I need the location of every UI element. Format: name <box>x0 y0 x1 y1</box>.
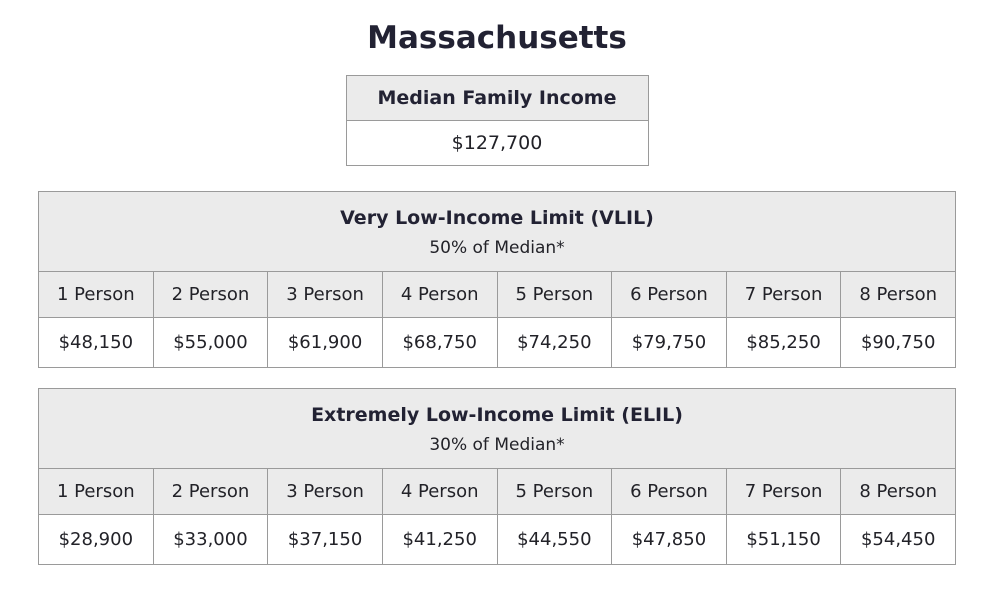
column-header: 8 Person <box>840 271 956 319</box>
value-cell: $55,000 <box>152 317 269 369</box>
value-cell: $28,900 <box>38 514 154 566</box>
value-cell: $54,450 <box>840 514 956 566</box>
column-header: 2 Person <box>152 271 269 319</box>
column-header: 8 Person <box>840 468 956 516</box>
median-income-header: Median Family Income <box>345 75 649 121</box>
median-family-income-table: Median Family Income $127,700 <box>345 75 649 166</box>
elil-title: Extremely Low-Income Limit (ELIL) <box>311 404 683 427</box>
column-header: 5 Person <box>496 271 613 319</box>
column-header: 1 Person <box>38 271 154 319</box>
table-row: Very Low-Income Limit (VLIL) 50% of Medi… <box>38 190 956 273</box>
column-header: 7 Person <box>725 468 842 516</box>
value-cell: $47,850 <box>611 514 727 566</box>
column-header: 4 Person <box>381 468 498 516</box>
value-cell: $48,150 <box>38 317 154 369</box>
table-row: $28,900 $33,000 $37,150 $41,250 $44,550 … <box>38 514 956 566</box>
value-cell: $74,250 <box>496 317 613 369</box>
value-cell: $44,550 <box>496 514 613 566</box>
table-row: 1 Person 2 Person 3 Person 4 Person 5 Pe… <box>38 468 956 516</box>
column-header: 2 Person <box>152 468 269 516</box>
value-cell: $61,900 <box>267 317 383 369</box>
column-header: 3 Person <box>267 468 383 516</box>
column-header: 6 Person <box>611 271 727 319</box>
table-row: $127,700 <box>345 120 649 166</box>
value-cell: $85,250 <box>725 317 842 369</box>
table-row: $48,150 $55,000 $61,900 $68,750 $74,250 … <box>38 317 956 369</box>
table-row: 1 Person 2 Person 3 Person 4 Person 5 Pe… <box>38 271 956 319</box>
column-header: 1 Person <box>38 468 154 516</box>
value-cell: $90,750 <box>840 317 956 369</box>
column-header: 5 Person <box>496 468 613 516</box>
vlil-caption: Very Low-Income Limit (VLIL) 50% of Medi… <box>38 190 956 273</box>
elil-table: Extremely Low-Income Limit (ELIL) 30% of… <box>38 388 956 566</box>
elil-caption: Extremely Low-Income Limit (ELIL) 30% of… <box>38 388 956 470</box>
value-cell: $79,750 <box>611 317 727 369</box>
page-title: Massachusetts <box>367 20 627 56</box>
column-header: 6 Person <box>611 468 727 516</box>
median-income-value: $127,700 <box>345 120 649 166</box>
value-cell: $51,150 <box>725 514 842 566</box>
value-cell: $68,750 <box>381 317 498 369</box>
value-cell: $37,150 <box>267 514 383 566</box>
column-header: 7 Person <box>725 271 842 319</box>
vlil-table: Very Low-Income Limit (VLIL) 50% of Medi… <box>38 190 956 369</box>
table-row: Extremely Low-Income Limit (ELIL) 30% of… <box>38 388 956 470</box>
elil-subtitle: 30% of Median* <box>429 434 565 455</box>
value-cell: $33,000 <box>152 514 269 566</box>
column-header: 4 Person <box>381 271 498 319</box>
vlil-subtitle: 50% of Median* <box>429 237 565 258</box>
vlil-title: Very Low-Income Limit (VLIL) <box>340 207 654 229</box>
column-header: 3 Person <box>267 271 383 319</box>
value-cell: $41,250 <box>381 514 498 566</box>
table-row: Median Family Income <box>345 75 649 121</box>
